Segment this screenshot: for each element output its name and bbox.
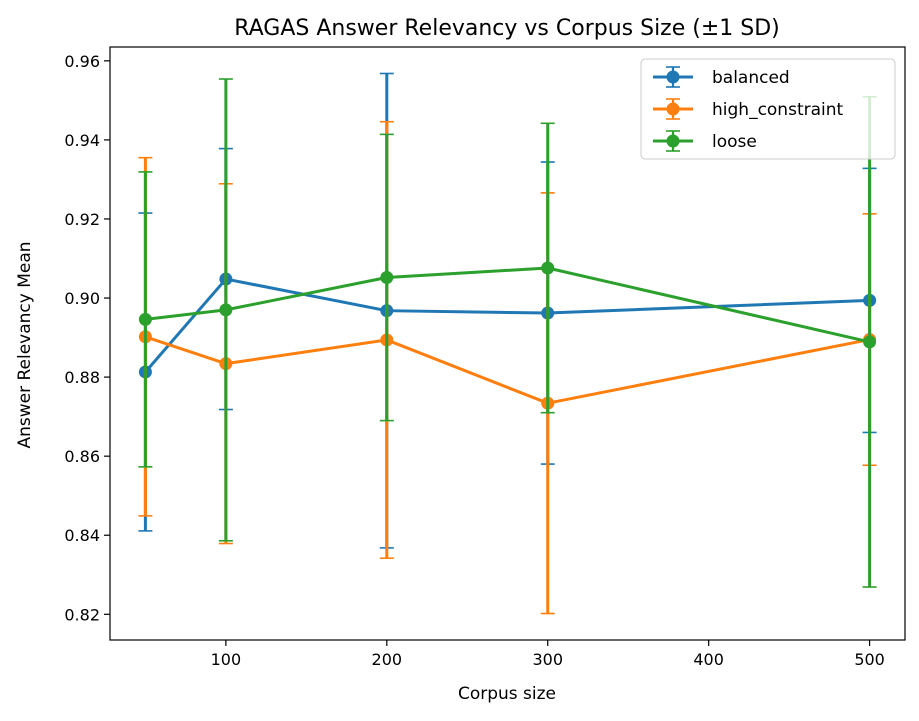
data-point xyxy=(541,261,555,275)
legend-entry-loose: loose xyxy=(653,130,757,152)
y-tick-label: 0.94 xyxy=(64,131,100,150)
series-loose xyxy=(138,78,877,588)
legend-entry-balanced: balanced xyxy=(653,66,790,88)
legend-box xyxy=(640,58,896,160)
chart-title: RAGAS Answer Relevancy vs Corpus Size (±… xyxy=(234,16,780,41)
legend-entry-high_constraint: high_constraint xyxy=(653,98,844,120)
axes: 100 200 300 400 500 0.82 0.84 0.86 0.88 0.90 0.92 0… xyxy=(64,46,906,669)
data-point xyxy=(138,312,152,326)
y-tick-label: 0.82 xyxy=(64,605,100,624)
y-axis-label: Answer Relevancy Mean xyxy=(15,241,35,448)
y-tick-label: 0.92 xyxy=(64,210,100,229)
x-tick-label: 100 xyxy=(211,650,242,669)
legend-label: balanced xyxy=(712,68,790,88)
y-tick-label: 0.96 xyxy=(64,52,100,71)
y-tick-label: 0.90 xyxy=(64,289,100,308)
x-tick-label: 400 xyxy=(693,650,724,669)
legend-label: high_constraint xyxy=(712,100,844,120)
y-tick-label: 0.86 xyxy=(64,447,100,466)
x-tick-label: 500 xyxy=(854,650,885,669)
plot-frame xyxy=(109,46,906,641)
legend-marker xyxy=(666,102,680,116)
y-tick-label: 0.88 xyxy=(64,368,100,387)
data-point xyxy=(863,335,877,349)
y-tick-label: 0.84 xyxy=(64,526,100,545)
x-axis-label: Corpus size xyxy=(458,684,556,704)
legend-marker xyxy=(666,70,680,84)
plot-area xyxy=(138,72,877,615)
legend-marker xyxy=(666,134,680,148)
legend-label: loose xyxy=(712,132,757,152)
data-point xyxy=(380,270,394,284)
data-point xyxy=(219,303,233,317)
x-tick-label: 300 xyxy=(532,650,563,669)
x-tick-label: 200 xyxy=(372,650,403,669)
